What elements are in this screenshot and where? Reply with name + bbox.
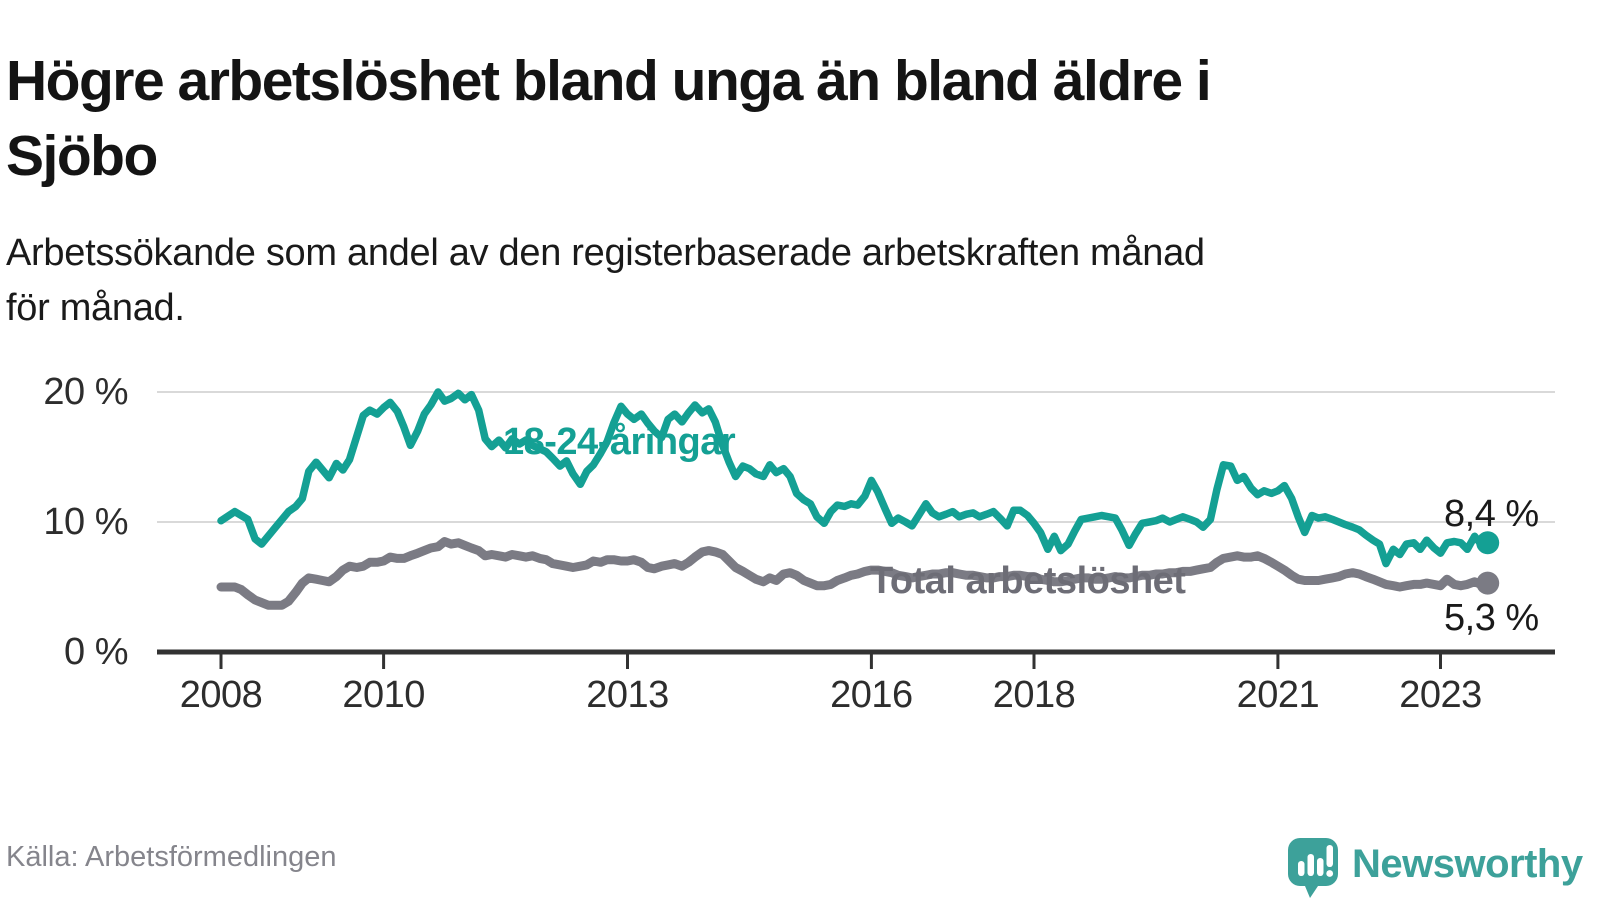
page-title: Högre arbetslöshet bland unga än bland ä…	[6, 44, 1566, 194]
series-label-youth: 18-24-åringar	[503, 421, 736, 463]
x-tick-label: 2023	[1399, 674, 1482, 716]
x-tick-label: 2018	[992, 674, 1076, 716]
series-line-youth	[217, 388, 1492, 568]
end-value-label-total: 5,3 %	[1444, 597, 1539, 639]
brand-name: Newsworthy	[1352, 842, 1583, 886]
end-dot-total	[1476, 571, 1500, 595]
y-tick-label: 10 %	[43, 501, 128, 543]
x-tick-label: 2008	[179, 674, 263, 716]
series-line-total	[216, 537, 1493, 610]
x-tick-label: 2021	[1236, 674, 1320, 716]
x-tick-label: 2010	[342, 674, 425, 716]
end-value-label-youth: 8,4 %	[1444, 493, 1539, 535]
source-note: Källa: Arbetsförmedlingen	[6, 841, 337, 873]
x-tick-label: 2016	[830, 674, 913, 716]
title-line-1: Högre arbetslöshet bland unga än bland ä…	[6, 49, 1212, 114]
y-tick-label: 20 %	[43, 371, 128, 413]
chart-subtitle: Arbetssökande som andel av den registerb…	[6, 226, 1566, 336]
series-label-total: Total arbetslöshet	[870, 560, 1186, 602]
subtitle-line-1: Arbetssökande som andel av den registerb…	[6, 232, 1205, 274]
newsworthy-logo-icon	[1288, 838, 1338, 898]
y-tick-label: 0 %	[64, 631, 128, 673]
end-dot-youth	[1476, 531, 1500, 555]
title-line-2: Sjöbo	[6, 124, 158, 189]
x-tick-label: 2013	[586, 674, 669, 716]
subtitle-line-2: för månad.	[6, 287, 185, 330]
